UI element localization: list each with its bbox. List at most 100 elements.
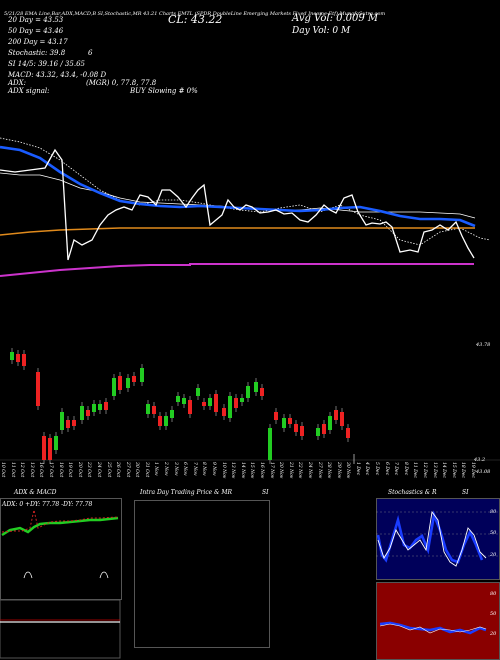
- intraday-panel: [134, 500, 270, 648]
- date-label: 28 Nov: [326, 462, 332, 479]
- stoch-panel-title: Stochastics & R: [388, 489, 437, 496]
- date-label: 9 Nov: [211, 462, 217, 476]
- candle-body: [188, 400, 192, 414]
- date-label: 6 Dec: [383, 462, 389, 476]
- candle-body: [234, 398, 238, 408]
- candle-body: [22, 354, 26, 366]
- candle-body: [86, 410, 90, 416]
- date-label: 12 Dec: [422, 462, 428, 478]
- candle-body: [16, 354, 20, 362]
- si-panel: [376, 582, 500, 660]
- stochastic-right-value: 6: [88, 49, 93, 57]
- date-label: 6 Nov: [182, 462, 188, 476]
- date-label: 18 Oct: [57, 462, 63, 478]
- stoch-tick-20: 20: [490, 552, 497, 558]
- si-tick-50: 50: [490, 611, 497, 617]
- candle-body: [260, 388, 264, 396]
- candlestick-chart: [0, 348, 500, 464]
- date-label: 5 Dec: [374, 462, 380, 476]
- candle-body: [316, 428, 320, 436]
- date-label: 3 Nov: [172, 462, 178, 476]
- date-label: 17 Oct: [47, 462, 53, 478]
- adx-panel-title: ADX & MACD: [14, 489, 57, 496]
- ema-magenta-line: [0, 263, 474, 277]
- date-label: 1 Dec: [354, 462, 360, 476]
- candle-body: [246, 386, 250, 398]
- candle-body: [254, 382, 258, 392]
- stoch-tick-50: 50: [490, 530, 497, 536]
- candle-body: [36, 372, 40, 406]
- si-label: SI 14/5: 39.16 / 35.65: [8, 60, 85, 68]
- candle-body: [240, 398, 244, 402]
- ema-stochastic-chart: [0, 137, 491, 277]
- day-volume-label: Day Vol: 0 M: [292, 26, 351, 36]
- date-label: 1 Nov: [153, 462, 159, 476]
- chart-title-line: 5/21/28 EMA Line,Bar,ADX,MACD,B SI,Stoch…: [4, 11, 386, 17]
- date-label: 30 Nov: [345, 462, 351, 479]
- candle-body: [182, 398, 186, 404]
- candle-body: [92, 404, 96, 412]
- date-label: 24 Oct: [95, 462, 101, 478]
- candle-body: [54, 436, 58, 450]
- candle-body: [112, 378, 116, 396]
- candle-body: [208, 398, 212, 406]
- candle-body: [282, 418, 286, 428]
- candle-body: [170, 410, 174, 418]
- candle-body: [152, 406, 156, 414]
- candle-body: [72, 420, 76, 426]
- intraday-panel-title: Intra Day Trading Price & MR: [140, 489, 233, 496]
- date-label: 13 Oct: [28, 462, 34, 478]
- ema-orange-line: [0, 227, 475, 236]
- date-label: 7 Nov: [191, 462, 197, 476]
- ema20-label: 20 Day = 43.53: [8, 16, 64, 24]
- date-label: 15 Dec: [450, 462, 456, 478]
- candle-body: [80, 406, 84, 420]
- ema50-label: 50 Day = 43.46: [8, 27, 64, 35]
- candle-body: [288, 418, 292, 424]
- candle-body: [228, 396, 232, 418]
- candle-body: [274, 412, 278, 420]
- date-label: 4 Dec: [364, 462, 370, 476]
- adx-values: (MGR) 0, 77.8, 77.8: [86, 79, 157, 87]
- date-label: 17 Nov: [268, 462, 274, 479]
- candle-body: [214, 394, 218, 412]
- candle-body: [60, 412, 64, 430]
- date-label: 21 Nov: [287, 462, 293, 479]
- si-tick-80: 80: [490, 591, 497, 597]
- date-label: 10 Oct: [0, 462, 5, 478]
- candle-body: [164, 416, 168, 426]
- date-label: 24 Nov: [306, 462, 312, 479]
- date-label: 18 Dec: [460, 462, 466, 478]
- date-label: 11 Dec: [412, 462, 418, 478]
- candle-body: [126, 378, 130, 388]
- candle-body: [48, 438, 52, 460]
- date-label: 22 Nov: [297, 462, 303, 479]
- candle-body: [10, 352, 14, 360]
- date-label: 2 Nov: [163, 462, 169, 476]
- candle-body: [300, 426, 304, 436]
- date-label: 30 Oct: [134, 462, 140, 478]
- date-label: 16 Oct: [38, 462, 44, 478]
- close-price-label: CL: 43.22: [168, 13, 223, 26]
- candle-body: [66, 420, 70, 428]
- candle-body: [42, 436, 46, 460]
- price-axis-bottom-1: 43.2: [474, 457, 486, 463]
- date-label: 19 Oct: [67, 462, 73, 478]
- date-label: 11 Oct: [9, 462, 15, 478]
- candle-body: [202, 402, 206, 406]
- ema-dotted-line: [0, 137, 491, 246]
- candle-body: [104, 402, 108, 410]
- date-label: 16 Nov: [258, 462, 264, 479]
- date-label: 13 Nov: [230, 462, 236, 479]
- date-axis: 10 Oct 11 Oct 12 Oct 13 Oct 16 Oct 17 Oct 18 O…: [0, 462, 500, 484]
- stochastic-line: [0, 148, 475, 261]
- date-label: 27 Oct: [124, 462, 130, 478]
- date-label: 27 Nov: [316, 462, 322, 479]
- candle-body: [146, 404, 150, 414]
- price-axis-top: 43.78: [476, 342, 491, 348]
- candle-body: [140, 368, 144, 382]
- date-label: 7 Dec: [393, 462, 399, 476]
- stoch-tick-80: 80: [490, 509, 497, 515]
- date-label: 14 Nov: [239, 462, 245, 479]
- date-label: 26 Oct: [115, 462, 121, 478]
